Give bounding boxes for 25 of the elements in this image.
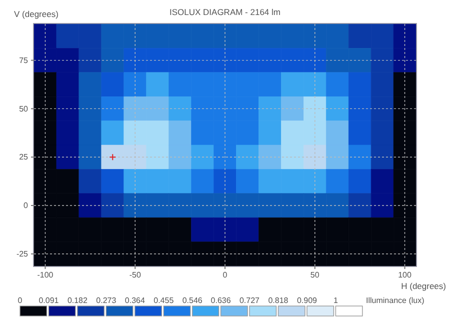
color-bar-label: 0.727 — [240, 296, 260, 305]
y-tick-label: 0 — [24, 201, 29, 210]
chart-title: ISOLUX DIAGRAM - 2164 lm — [169, 7, 281, 17]
x-tick-label: 0 — [222, 270, 228, 280]
x-tick-label: 100 — [398, 270, 412, 280]
y-axis-title: V (degrees) — [14, 9, 59, 19]
y-tick-label: 50 — [19, 104, 29, 114]
color-bar-label: 0.546 — [182, 296, 203, 305]
x-tick-label: -100 — [37, 270, 54, 280]
x-tick-label: 50 — [310, 270, 320, 280]
color-bar-label: 0.818 — [268, 296, 289, 305]
color-bar-label: 0.455 — [154, 296, 174, 305]
y-tick-label: 75 — [19, 56, 29, 65]
color-bar-label: 1 — [333, 296, 338, 305]
color-bar-label: 0.273 — [96, 296, 117, 305]
y-tick-label: -25 — [16, 249, 29, 258]
color-bar-label: 0.091 — [38, 296, 60, 305]
color-bar-label: 0.182 — [67, 296, 88, 305]
x-tick-label: -50 — [129, 270, 142, 280]
color-bar-title: Illuminance (lux) — [366, 296, 425, 305]
x-axis-title: H (degrees) — [401, 281, 446, 291]
color-bar-label: 0.364 — [124, 296, 146, 305]
y-tick-label: 25 — [19, 152, 29, 162]
color-bar-label: 0.636 — [210, 296, 232, 305]
color-bar-label: 0.909 — [296, 296, 318, 305]
